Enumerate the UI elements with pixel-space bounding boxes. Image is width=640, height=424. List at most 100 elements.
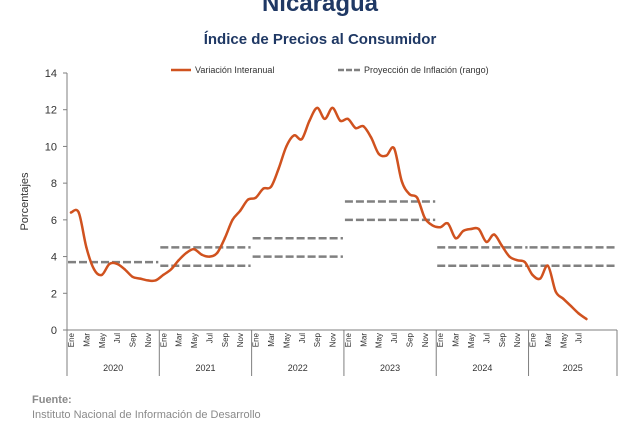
series-point — [116, 262, 119, 266]
series-point — [108, 262, 111, 266]
x-tick-label: May — [559, 333, 568, 348]
chart-subtitle: Índice de Precios al Consumidor — [203, 31, 437, 48]
series-point — [139, 277, 142, 280]
series-point — [239, 209, 242, 212]
x-tick-label: Sep — [221, 332, 230, 347]
y-tick-label: 4 — [51, 252, 57, 264]
series-point — [200, 253, 203, 256]
year-label: 2024 — [472, 363, 492, 373]
series-point — [392, 147, 396, 150]
legend-label-series: Variación Interanual — [195, 65, 274, 75]
series-point — [300, 137, 303, 141]
series-point — [439, 226, 442, 229]
series-point — [469, 227, 473, 231]
series-point — [192, 248, 196, 251]
source-text: Instituto Nacional de Información de Des… — [32, 409, 261, 421]
x-tick-label: Ene — [67, 332, 76, 347]
series-point — [131, 275, 134, 278]
series-point — [269, 185, 273, 188]
series-point — [423, 216, 426, 220]
series-point — [454, 237, 457, 240]
series-point — [354, 126, 357, 130]
series-point — [169, 268, 173, 271]
series-point — [331, 106, 334, 110]
x-tick-label: Jul — [205, 333, 214, 343]
series-point — [508, 255, 511, 258]
series-point — [585, 317, 588, 321]
series-point — [177, 259, 180, 262]
y-axis-title: Porcentajes — [19, 172, 31, 231]
x-tick-label: Sep — [498, 332, 507, 347]
year-label: 2022 — [288, 363, 308, 373]
series-point — [385, 154, 388, 157]
year-label: 2021 — [195, 363, 215, 373]
series-point — [123, 268, 127, 271]
series-point — [377, 152, 380, 155]
series-point — [562, 297, 565, 300]
y-tick-label: 12 — [45, 105, 57, 117]
series-point — [500, 244, 503, 247]
year-label: 2023 — [380, 363, 400, 373]
x-tick-label: Nov — [236, 333, 245, 347]
series-point — [308, 119, 311, 122]
series-point — [408, 193, 411, 196]
series-point — [231, 218, 234, 222]
legend-label-projection: Proyección de Inflación (rango) — [364, 65, 489, 75]
series-point — [531, 273, 534, 277]
series-point — [254, 196, 257, 199]
x-tick-label: Sep — [313, 332, 322, 347]
series-point — [146, 279, 150, 282]
x-tick-label: May — [375, 333, 384, 348]
x-tick-label: Jul — [575, 333, 584, 343]
series-point — [77, 211, 80, 214]
x-tick-label: Mar — [452, 333, 461, 347]
x-tick-label: Sep — [129, 332, 138, 347]
series-point — [485, 240, 488, 244]
series-point — [554, 290, 557, 293]
x-tick-label: May — [282, 333, 291, 348]
y-tick-label: 2 — [51, 288, 57, 300]
x-tick-label: Nov — [144, 333, 153, 347]
x-tick-label: Jul — [482, 333, 491, 343]
series-point — [69, 211, 73, 214]
x-tick-label: Mar — [82, 333, 91, 347]
series-point — [262, 187, 265, 190]
series-point — [431, 224, 434, 227]
x-tick-label: Mar — [267, 333, 276, 347]
x-tick-label: Jul — [113, 333, 122, 343]
series-point — [292, 134, 296, 137]
series-point — [400, 180, 403, 183]
series-point — [316, 106, 319, 110]
series-point — [416, 196, 419, 199]
series-point — [162, 273, 165, 277]
series-point — [216, 251, 219, 255]
series-point — [362, 125, 365, 128]
series-point — [154, 279, 157, 282]
source-label: Fuente: — [32, 394, 72, 406]
series-point — [577, 312, 580, 315]
series-point — [85, 246, 88, 249]
x-tick-label: May — [467, 333, 476, 348]
x-tick-label: Sep — [405, 332, 414, 347]
x-tick-label: Jul — [390, 333, 399, 343]
x-tick-label: Nov — [421, 333, 430, 347]
series-point — [285, 145, 288, 148]
y-tick-label: 8 — [51, 178, 57, 190]
y-tick-label: 14 — [45, 68, 57, 80]
series-point — [546, 264, 550, 267]
series-point — [523, 260, 526, 264]
x-tick-label: Mar — [359, 333, 368, 347]
series-point — [462, 229, 465, 233]
series-line-variacion-interanual — [69, 106, 588, 321]
series-point — [277, 167, 280, 170]
series-point — [246, 198, 250, 201]
x-tick-label: Mar — [544, 333, 553, 347]
x-tick-label: May — [98, 333, 107, 348]
series-point — [92, 268, 96, 271]
series-point — [477, 227, 480, 231]
series-point — [492, 233, 496, 236]
x-tick-label: Ene — [252, 332, 261, 347]
series-point — [516, 259, 519, 262]
series-point — [569, 304, 573, 308]
